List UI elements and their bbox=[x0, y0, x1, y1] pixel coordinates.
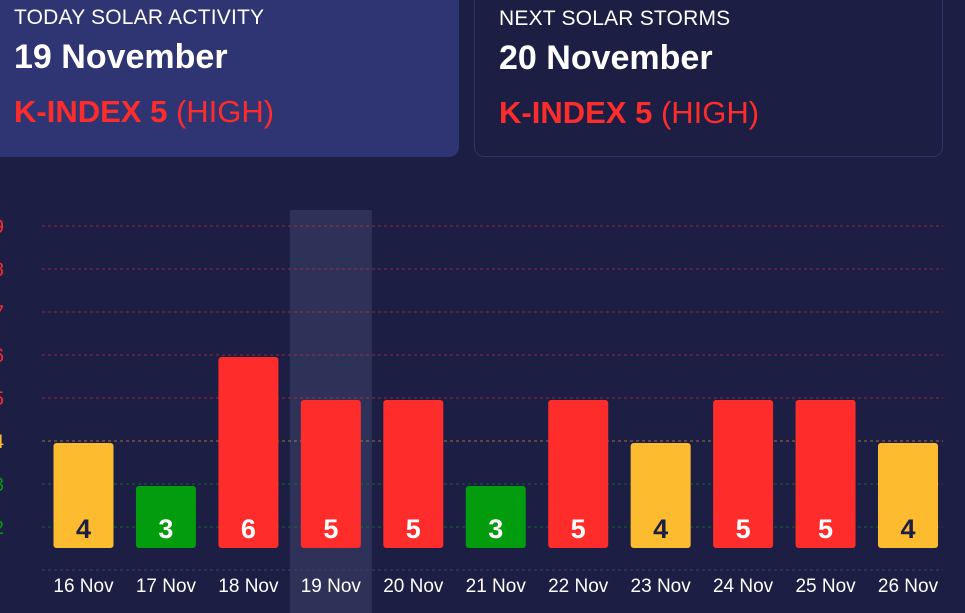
bar-24-nov[interactable] bbox=[713, 400, 774, 548]
bar-value-label: 5 bbox=[736, 514, 751, 544]
y-tick-label: 9 bbox=[0, 217, 4, 238]
y-tick-label: 2 bbox=[0, 518, 4, 539]
today-activity-label: TODAY SOLAR ACTIVITY bbox=[14, 6, 265, 29]
next-kindex: K-INDEX 5 (HIGH) bbox=[499, 95, 759, 131]
today-kindex-level: (HIGH) bbox=[175, 94, 275, 129]
bar-16-nov[interactable] bbox=[53, 443, 114, 548]
bar-value-label: 5 bbox=[406, 514, 421, 544]
x-tick-label: 25 Nov bbox=[795, 576, 856, 597]
today-activity-card: TODAY SOLAR ACTIVITY 19 November K-INDEX… bbox=[0, 0, 459, 157]
bar-value-label: 5 bbox=[323, 514, 338, 544]
x-tick-label: 16 Nov bbox=[53, 576, 114, 597]
today-activity-date: 19 November bbox=[14, 38, 228, 76]
x-tick-label: 26 Nov bbox=[878, 576, 939, 597]
x-tick-label: 19 Nov bbox=[301, 576, 362, 597]
bar-23-nov[interactable] bbox=[630, 443, 691, 548]
bar-19-nov[interactable] bbox=[300, 400, 361, 548]
next-storms-label: NEXT SOLAR STORMS bbox=[499, 7, 731, 30]
x-tick-label: 21 Nov bbox=[466, 576, 527, 597]
bar-value-label: 4 bbox=[76, 514, 91, 544]
y-tick-label: 4 bbox=[0, 432, 4, 453]
bar-value-label: 4 bbox=[900, 514, 915, 544]
next-kindex-value: K-INDEX 5 bbox=[499, 95, 653, 130]
bar-18-nov[interactable] bbox=[218, 357, 279, 548]
y-tick-label: 5 bbox=[0, 389, 4, 410]
next-storms-date: 20 November bbox=[499, 39, 713, 77]
y-tick-label: 6 bbox=[0, 346, 4, 367]
bar-22-nov[interactable] bbox=[548, 400, 609, 548]
next-kindex-level: (HIGH) bbox=[660, 95, 760, 130]
x-tick-label: 22 Nov bbox=[548, 576, 609, 597]
next-storms-card: NEXT SOLAR STORMS 20 November K-INDEX 5 … bbox=[474, 0, 943, 157]
x-tick-label: 20 Nov bbox=[383, 576, 444, 597]
today-kindex-value: K-INDEX 5 bbox=[14, 94, 168, 129]
today-kindex: K-INDEX 5 (HIGH) bbox=[14, 94, 274, 130]
y-tick-label: 3 bbox=[0, 475, 4, 496]
x-tick-label: 24 Nov bbox=[713, 576, 774, 597]
bar-value-label: 3 bbox=[158, 514, 173, 544]
bar-20-nov[interactable] bbox=[383, 400, 444, 548]
bar-25-nov[interactable] bbox=[795, 400, 856, 548]
bar-value-label: 4 bbox=[653, 514, 668, 544]
bar-value-label: 5 bbox=[818, 514, 833, 544]
x-tick-label: 17 Nov bbox=[136, 576, 197, 597]
bar-value-label: 3 bbox=[488, 514, 503, 544]
y-tick-label: 7 bbox=[0, 303, 4, 324]
x-tick-label: 23 Nov bbox=[631, 576, 692, 597]
y-tick-label: 8 bbox=[0, 260, 4, 281]
bar-value-label: 5 bbox=[571, 514, 586, 544]
x-tick-label: 18 Nov bbox=[218, 576, 279, 597]
bar-26-nov[interactable] bbox=[878, 443, 938, 548]
bar-21-nov[interactable] bbox=[465, 486, 526, 548]
bar-value-label: 6 bbox=[241, 514, 256, 544]
bar-17-nov[interactable] bbox=[135, 486, 196, 548]
